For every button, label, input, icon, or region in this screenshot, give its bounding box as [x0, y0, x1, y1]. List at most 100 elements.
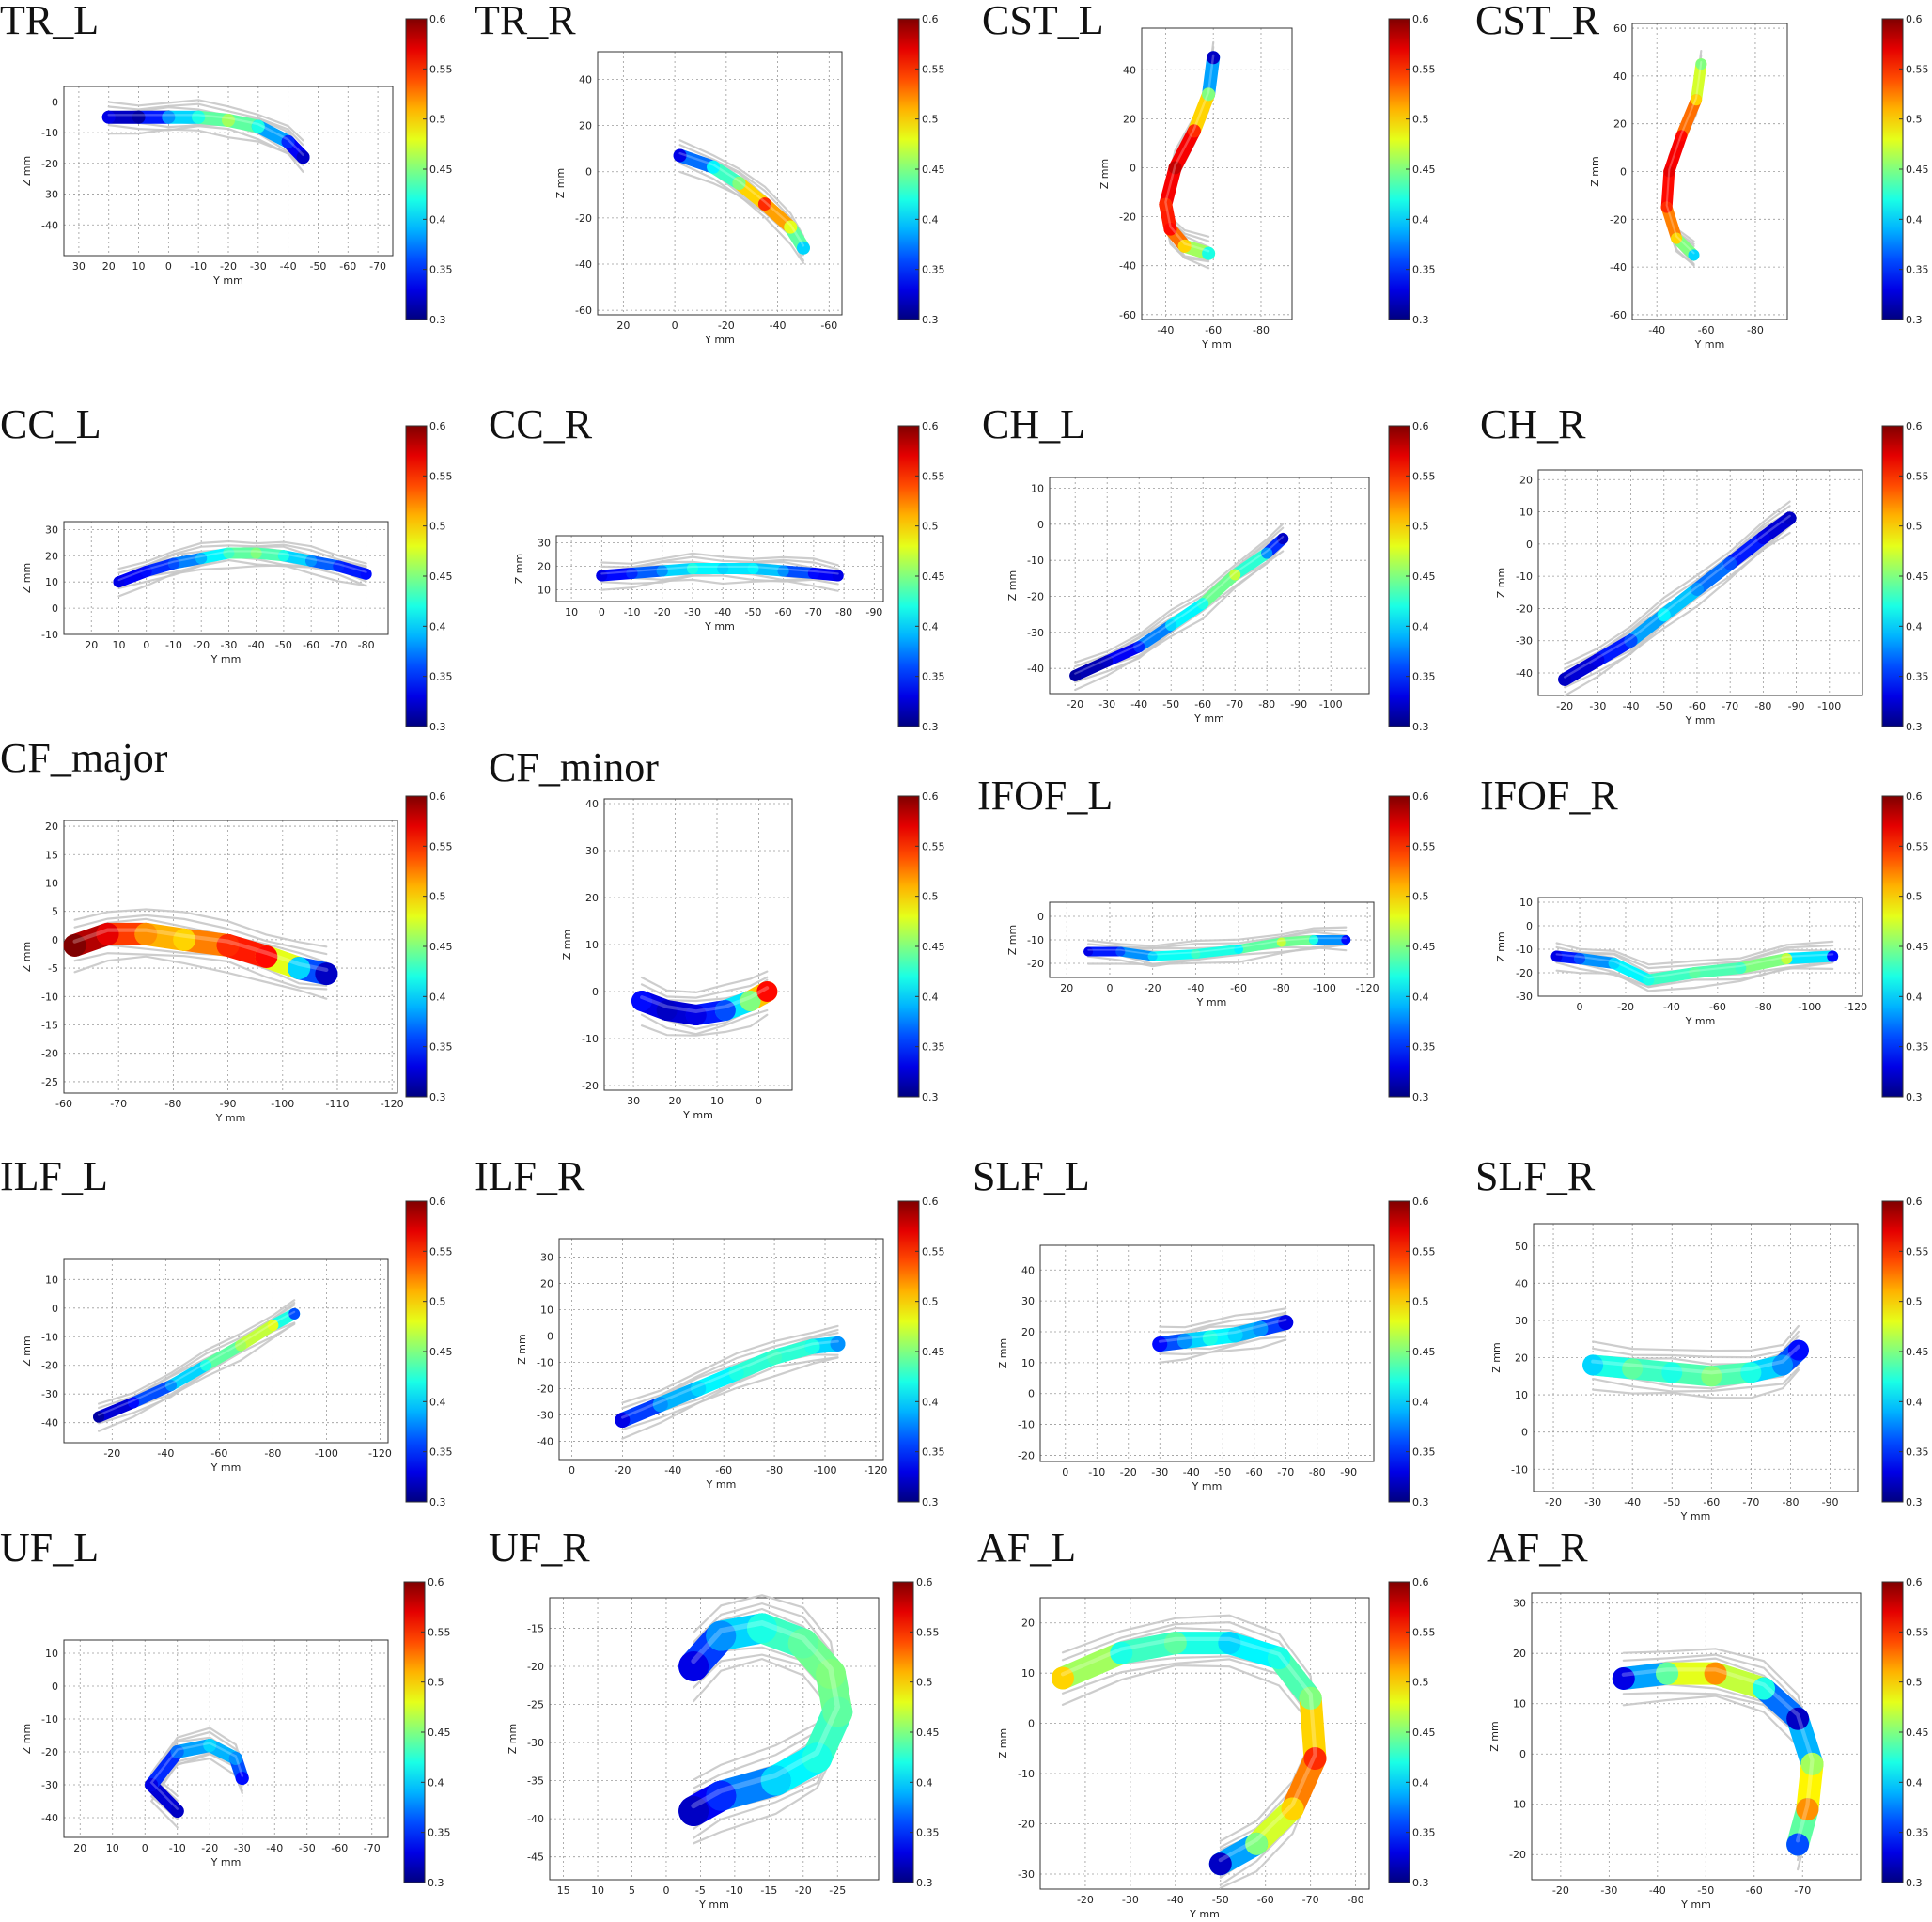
y-tick-label: -40 [1027, 663, 1044, 675]
y-tick-label: -40 [537, 1435, 553, 1447]
tract-point [802, 1742, 833, 1774]
tract-point [223, 547, 235, 559]
tract-point [1622, 1358, 1644, 1380]
colorbar-tick-label: 0.5 [1412, 891, 1429, 903]
y-tick-label: -10 [41, 991, 58, 1003]
tract-point [1660, 201, 1673, 213]
y-tick-label: -35 [527, 1775, 544, 1788]
x-tick-label: -40 [664, 1464, 681, 1477]
plot-canvas: -20 -30 -40 -50 -60 -70 -80 -90 50 40 30 20 10 0 -10 Y … [1490, 1195, 1929, 1523]
colorbar-tick-label: 0.55 [1906, 1245, 1929, 1258]
x-tick-label: -10 [624, 606, 641, 618]
tract-segment [235, 1320, 279, 1352]
y-tick-label: 40 [1123, 64, 1136, 76]
x-tick-label: -70 [1742, 1496, 1759, 1508]
tract-point [250, 547, 262, 559]
tract-point [1701, 1366, 1722, 1387]
x-tick-label: -40 [770, 320, 787, 332]
x-axis-label: Y mm [212, 274, 243, 287]
colorbar-tick-label: 0.45 [429, 1346, 453, 1358]
tract-point [1558, 672, 1572, 686]
colorbar-tick-label: 0.4 [1906, 1776, 1923, 1789]
y-tick-label: -30 [1018, 1868, 1035, 1881]
x-tick-label: -40 [1649, 1884, 1666, 1897]
tract-point [1643, 974, 1655, 986]
x-tick-label: -70 [1226, 698, 1243, 711]
tract-point [1695, 58, 1707, 70]
colorbar-tick-label: 0.5 [1412, 1677, 1429, 1689]
tract-point [251, 119, 265, 133]
tract-title: TR_L [0, 0, 100, 43]
colorbar-tick-label: 0.45 [1412, 1727, 1436, 1739]
y-tick-label: -30 [537, 1409, 553, 1421]
x-tick-label: -60 [1698, 324, 1715, 336]
tract-point [1800, 1752, 1824, 1775]
tract-point [1177, 239, 1192, 253]
y-tick-label: -30 [1027, 627, 1044, 639]
tract-point [717, 563, 729, 574]
tract-point [596, 570, 608, 582]
x-tick-label: -20 [1617, 1001, 1634, 1013]
colorbar-tick-label: 0.45 [1906, 941, 1929, 953]
tract-point [1786, 1833, 1810, 1856]
y-tick-label: 0 [592, 986, 599, 998]
y-tick-label: 0 [1519, 1748, 1526, 1760]
colorbar-tick-label: 0.4 [429, 1396, 446, 1408]
tract-point [1582, 1354, 1604, 1376]
y-tick-label: -15 [527, 1622, 544, 1634]
colorbar-tick-label: 0.6 [1412, 790, 1429, 803]
x-tick-label: -20 [201, 1842, 218, 1854]
tract-point [767, 1349, 783, 1365]
tract-point [1827, 950, 1839, 962]
x-tick-label: 5 [629, 1884, 635, 1897]
colorbar-tick-label: 0.35 [1412, 1827, 1436, 1839]
x-tick-label: -80 [164, 1098, 181, 1110]
colorbar-tick-label: 0.45 [1412, 1346, 1436, 1358]
y-tick-label: 20 [538, 561, 551, 573]
tract-title: CC_L [0, 401, 101, 447]
x-tick-label: -50 [309, 260, 326, 273]
colorbar-tick-label: 0.4 [1906, 620, 1923, 633]
x-tick-label: -80 [264, 1447, 281, 1460]
tract-point [714, 1000, 736, 1021]
colorbar-tick-label: 0.6 [1906, 790, 1923, 803]
y-tick-label: -20 [41, 1048, 58, 1060]
y-tick-label: -15 [41, 1020, 58, 1032]
x-tick-label: -30 [1584, 1496, 1601, 1508]
tract-point [1197, 598, 1209, 610]
x-tick-label: -30 [250, 260, 267, 273]
colorbar-tick-label: 0.6 [429, 420, 446, 432]
x-tick-label: -30 [220, 639, 237, 651]
x-tick-label: -90 [220, 1098, 237, 1110]
fiber-streamline [621, 1324, 839, 1404]
tract-point [687, 563, 698, 574]
colorbar-tick-label: 0.45 [916, 1727, 940, 1739]
y-tick-label: 10 [1519, 897, 1533, 909]
plot-canvas: 20 0 -20 -40 -60 40 20 0 -20 -40 -60 Y mm Z mm 0.6 0.5… [554, 13, 945, 346]
colorbar-tick-label: 0.5 [1906, 891, 1923, 903]
tract-point [656, 565, 668, 577]
colorbar-tick-label: 0.6 [922, 1195, 939, 1208]
plot-canvas: 20 10 0 -10 -20 -30 -40 -50 -60 -70 -80 30 20 10 0 -10 Y… [21, 420, 453, 733]
y-tick-label: -20 [1119, 211, 1136, 224]
x-tick-label: -10 [1088, 1466, 1105, 1478]
x-tick-label: -10 [726, 1884, 743, 1897]
tract-point [267, 1320, 279, 1332]
y-axis-label: Z mm [21, 1724, 33, 1754]
tract-point [1796, 1798, 1819, 1821]
x-tick-label: -25 [829, 1884, 846, 1897]
tract-point [1133, 641, 1145, 653]
colorbar-tick-label: 0.35 [428, 1827, 451, 1839]
colorbar-tick-label: 0.6 [429, 13, 446, 25]
y-tick-label: -20 [1509, 1849, 1526, 1861]
y-tick-label: -40 [575, 258, 592, 271]
tract-point [1689, 967, 1701, 978]
tract-highlight [117, 550, 367, 582]
colorbar-tick-label: 0.3 [1906, 721, 1923, 733]
x-axis-label: Y mm [1680, 1899, 1711, 1911]
colorbar-tick-label: 0.45 [429, 941, 453, 953]
fiber-streamline [1564, 531, 1791, 697]
tract-point [747, 1613, 778, 1644]
colorbar-tick-label: 0.45 [1906, 1727, 1929, 1739]
x-tick-label: -80 [1348, 1894, 1364, 1906]
